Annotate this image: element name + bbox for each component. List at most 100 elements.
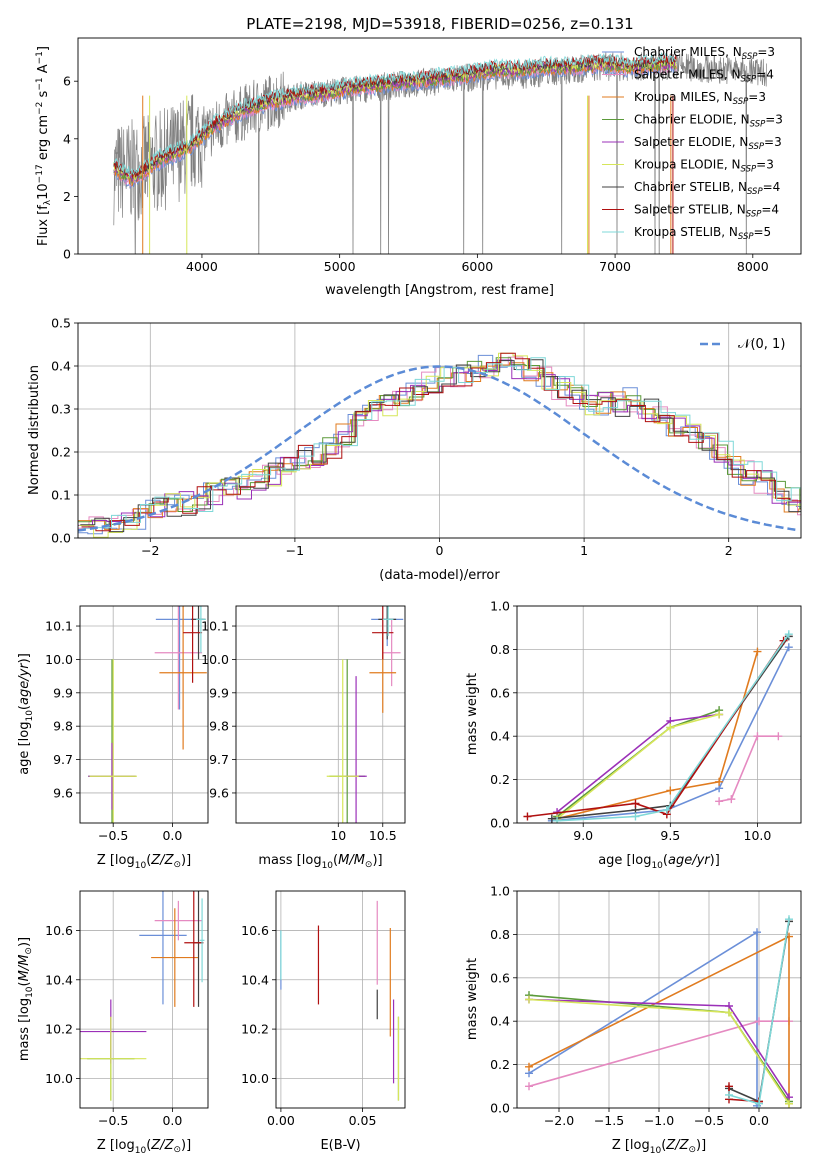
weight-marker: [755, 1017, 763, 1026]
y-tick-label: 10.6: [45, 923, 73, 938]
y-tick-label: 9.6: [209, 785, 229, 800]
legend-label-kroupa-elodie: Kroupa ELODIE, NSSP=3: [634, 158, 774, 175]
errorbar-salpeter-miles: [382, 619, 401, 687]
weight-marker: [727, 795, 736, 804]
y-tick-label: 10.4: [45, 972, 73, 987]
axes-frame: [235, 605, 406, 824]
errorbar-kroupa-elodie: [326, 659, 359, 823]
y-tick-label: 0.0: [51, 531, 71, 546]
axes-frame: [77, 37, 802, 255]
histogram-chabrier-miles: [78, 354, 801, 535]
y-tick-label: 10.4: [241, 972, 269, 987]
mass_vs_z-x-axis-label: Z [log10(Z/Z⊙)]: [97, 1138, 191, 1156]
y-tick-label: 0.6: [490, 685, 510, 700]
legend-label-salpeter-elodie: Salpeter ELODIE, NSSP=3: [634, 135, 782, 152]
y-tick-label: 0.2: [51, 445, 71, 460]
y-tick-label: 10.2: [45, 1022, 73, 1037]
x-tick-label: 10.0: [744, 828, 772, 843]
legend-label-chabrier-stelib: Chabrier STELIB, NSSP=4: [634, 180, 780, 197]
weight-vs-age-y-axis-label: mass weight: [465, 673, 480, 755]
plot-area-age_vs_mass: [326, 606, 404, 823]
y-tick-label: 9.8: [209, 719, 229, 734]
histogram-salpeter-stelib: [81, 352, 801, 532]
y-tick-label: 0.4: [490, 729, 510, 744]
x-tick-label: 10.5: [369, 828, 397, 843]
x-tick-label: 6000: [461, 259, 493, 274]
panel-mass_vs_ebv: 0.00 0.05 10.0 10.2 10.4 10.6 E(B-V): [241, 890, 406, 1153]
weight-line-kroupa-stelib: [553, 630, 793, 823]
panel-age_vs_z: −0.5 0.0 9.6 9.7 9.8 9.9 10.0 10.1 Z [log10(Z/Z⊙…: [17, 605, 209, 871]
legend-label-salpeter-miles: Salpeter MILES, NSSP=4: [634, 68, 774, 85]
x-tick-label: −0.5: [98, 1113, 128, 1128]
x-tick-label: 8000: [737, 259, 769, 274]
weight-path: [527, 640, 785, 818]
y-tick-label: 0.8: [490, 642, 510, 657]
x-tick-label: −1.0: [644, 1113, 674, 1128]
errorbar-kroupa-miles: [159, 606, 207, 750]
errorbar-salpeter-miles: [154, 900, 203, 941]
legend-label-kroupa-miles: Kroupa MILES, NSSP=3: [634, 90, 766, 107]
spectrum-y-axis-label: Flux [fλ10−17 erg cm−2 s−1 A−1]: [35, 46, 53, 246]
legend-label-kroupa-stelib: Kroupa STELIB, NSSP=5: [634, 225, 771, 242]
weight-marker: [753, 732, 762, 741]
y-tick-label: 10.2: [241, 1022, 269, 1037]
x-tick-label: 2: [725, 543, 733, 558]
weight-marker: [753, 928, 761, 937]
weight-path: [557, 633, 790, 822]
age_vs_z-y-axis-label: age [log10(age/yr)]: [17, 653, 35, 775]
mass-vs-ebv-x-axis-label: E(B-V): [320, 1138, 360, 1153]
y-tick-label: 9.7: [53, 752, 73, 767]
weight-marker: [715, 777, 724, 786]
plot-area-spectrum: [113, 51, 767, 254]
y-tick-label: 9.7: [209, 752, 229, 767]
weight-marker: [631, 799, 640, 808]
y-tick-label: 10.0: [45, 652, 73, 667]
panel-age_vs_mass: 10 10.5 9.6 9.7 9.8 9.9 10.0 10.1 mass [log10(M/…: [201, 605, 406, 871]
x-tick-label: 0.0: [749, 1113, 769, 1128]
y-tick-label: 10.0: [241, 1071, 269, 1086]
weight-marker: [725, 1090, 733, 1099]
y-tick-label: 0.1: [51, 488, 71, 503]
residuals-x-axis-label: (data-model)/error: [379, 568, 500, 583]
errorbar-chabrier-miles: [139, 891, 187, 1005]
plot-area-residuals: [78, 352, 801, 538]
panel-weight_vs_z: −2.0 −1.5 −1.0 −0.5 0.0 0.0 0.2 0.4 0.6 0.8 1.0 Z […: [465, 884, 802, 1156]
weight-vs-age-x-axis-label: age [log10(age/yr)]: [598, 853, 720, 871]
weight-marker: [785, 915, 793, 924]
weight-vs-z-y-axis-label: mass weight: [465, 958, 480, 1040]
histogram-salpeter-miles: [78, 356, 801, 529]
panel-residuals: −2 −1 0 1 2 0.0 0.1 0.2 0.3 0.4 0.5 𝒩(0, 1) (data-mo…: [27, 316, 802, 583]
y-tick-label: 10.1: [201, 619, 229, 634]
y-tick-label: 0.3: [51, 402, 71, 417]
weight-marker: [785, 1099, 793, 1108]
weight-marker: [525, 1082, 533, 1091]
y-tick-label: 2: [63, 189, 71, 204]
y-tick-label: 0.2: [490, 772, 510, 787]
x-tick-label: 0.0: [162, 1113, 182, 1128]
weight-path: [718, 735, 779, 803]
y-tick-label: 10.1: [45, 619, 73, 634]
y-tick-label: 9.9: [209, 685, 229, 700]
x-tick-label: 0.00: [267, 1113, 295, 1128]
weight-marker: [784, 630, 793, 639]
x-tick-label: 1: [580, 543, 588, 558]
panel-spectrum: 4000 5000 6000 7000 8000 0 2 4 6 Chabrier MILES, …: [35, 37, 802, 298]
weight-marker: [755, 1099, 763, 1108]
x-tick-label: 0: [436, 543, 444, 558]
x-tick-label: −1.5: [594, 1113, 624, 1128]
weight-path: [528, 930, 758, 1106]
weight-marker: [666, 786, 675, 795]
y-tick-label: 0.2: [490, 1057, 510, 1072]
plot-area-weight_vs_age: [523, 630, 793, 823]
weight-line-salpeter-miles: [715, 732, 783, 806]
y-tick-label: 0.0: [490, 1101, 510, 1116]
weight-path: [556, 651, 759, 820]
y-tick-label: 0.8: [490, 927, 510, 942]
weight-marker: [715, 710, 724, 719]
x-tick-label: 9.0: [573, 828, 593, 843]
weight-marker: [525, 995, 533, 1004]
x-tick-label: 5000: [324, 259, 356, 274]
axes-frame: [516, 890, 802, 1109]
histogram-kroupa-miles: [78, 362, 801, 530]
x-tick-label: 0.05: [349, 1113, 377, 1128]
